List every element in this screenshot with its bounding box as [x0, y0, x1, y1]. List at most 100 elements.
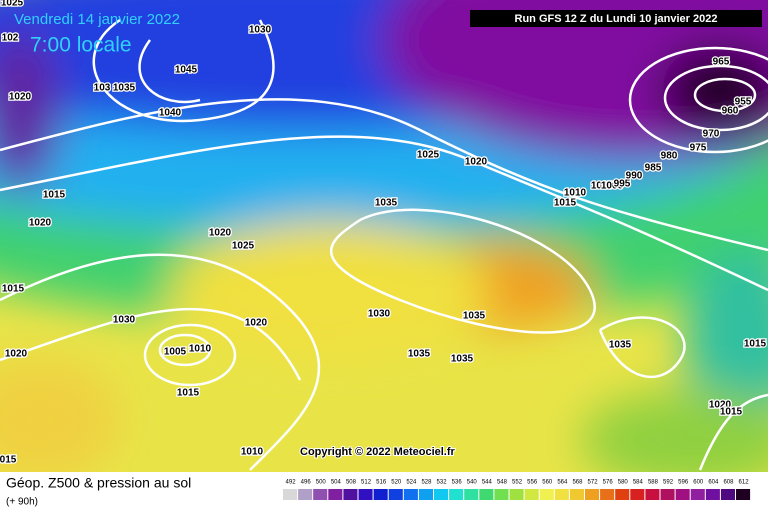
legend-label: 500: [316, 480, 327, 486]
legend-label: 548: [497, 480, 508, 486]
legend-label: 564: [557, 480, 568, 486]
legend-swatch: [675, 489, 690, 500]
isobar-label: 1030: [113, 315, 136, 326]
footer-title: Géop. Z500 & pression au sol: [6, 475, 191, 491]
legend-swatch: [434, 489, 449, 500]
isobar-label: 1005: [591, 181, 614, 192]
legend-label: 568: [572, 480, 583, 486]
legend-swatch: [539, 489, 554, 500]
date: Vendredi 14 janvier 2022: [14, 11, 180, 28]
time: 7:00 locale: [30, 34, 132, 57]
isobar-label: 1030: [249, 25, 272, 36]
legend-label: 576: [603, 480, 614, 486]
isobar-label: 1030: [368, 309, 391, 320]
legend-swatch: [328, 489, 343, 500]
legend-swatch: [449, 489, 464, 500]
isobar-label: 1045: [175, 65, 198, 76]
legend-swatch: [569, 489, 584, 500]
legend-label: 612: [739, 480, 750, 486]
isobar-label: 1035: [113, 83, 136, 94]
legend-label: 560: [542, 480, 553, 486]
legend-label: 604: [708, 480, 719, 486]
isobar-label: 975: [690, 143, 707, 154]
legend-swatch: [736, 489, 751, 500]
legend-swatch: [403, 489, 418, 500]
isobar-label: 1015: [554, 198, 577, 209]
legend-label: 536: [452, 480, 463, 486]
copyright: Copyright © 2022 Meteociel.fr: [300, 446, 456, 458]
legend-swatch: [343, 489, 358, 500]
isobar-label: 980: [661, 151, 678, 162]
legend-label: 496: [301, 480, 312, 486]
isobar-label: 1020: [465, 157, 488, 168]
isobar-label: 1025: [417, 150, 440, 161]
isobar-label: 1025: [1, 0, 24, 9]
legend-label: 556: [527, 480, 538, 486]
isobar-label: 1015: [2, 284, 25, 295]
legend-swatch: [313, 489, 328, 500]
legend-swatch: [690, 489, 705, 500]
isobar-label: 1020: [5, 349, 28, 360]
legend-label: 596: [678, 480, 689, 486]
legend-label: 504: [331, 480, 342, 486]
isobar-label: 965: [713, 57, 730, 68]
isobar-label: 103: [94, 83, 111, 94]
legend-swatch: [388, 489, 403, 500]
isobar-label: 1000: [601, 181, 624, 192]
isobar-label: 1015: [744, 339, 767, 350]
legend-label: 600: [693, 480, 704, 486]
isobar-label: 1035: [609, 340, 632, 351]
legend-label: 528: [421, 480, 432, 486]
isobars: [0, 18, 768, 471]
isobar-label: 1015: [43, 190, 66, 201]
legend-swatch: [660, 489, 675, 500]
legend-label: 580: [618, 480, 629, 486]
isobar-label: 1035: [375, 198, 398, 209]
isobar-label: 102: [2, 33, 19, 44]
isobar-label: 960: [722, 106, 739, 117]
legend-swatch: [464, 489, 479, 500]
isobar-label: 1035: [463, 311, 486, 322]
legend-swatch: [705, 489, 720, 500]
isobar-label: 1015: [177, 388, 200, 399]
isobar-label: 955: [735, 97, 752, 108]
legend-label: 608: [723, 480, 734, 486]
run-info: Run GFS 12 Z du Lundi 10 janvier 2022: [515, 13, 718, 25]
isobar-label: 985: [645, 163, 662, 174]
isobar-label: 990: [626, 171, 643, 182]
isobar-label: 1020: [245, 318, 268, 329]
isobar-label: 1035: [451, 354, 474, 365]
legend-swatch: [418, 489, 433, 500]
legend-swatch: [358, 489, 373, 500]
isobar-label: 995: [614, 179, 631, 190]
legend-swatch: [373, 489, 388, 500]
legend-swatch: [298, 489, 313, 500]
isobar-label: 1035: [408, 349, 431, 360]
legend-swatch: [600, 489, 615, 500]
legend-swatch: [509, 489, 524, 500]
isobar-label: 1025: [232, 241, 255, 252]
isobar-label: 1015: [720, 407, 743, 418]
legend-label: 524: [406, 480, 417, 486]
legend-label: 588: [648, 480, 659, 486]
footer-lead: (+ 90h): [6, 497, 38, 508]
legend-label: 584: [633, 480, 644, 486]
field: [0, 0, 768, 490]
legend-label: 572: [588, 480, 599, 486]
legend-label: 544: [482, 480, 493, 486]
legend-label: 508: [346, 480, 357, 486]
legend-swatch: [645, 489, 660, 500]
isobar-label: 1010: [189, 344, 212, 355]
isobar-label: 1040: [159, 108, 182, 119]
legend-swatch: [524, 489, 539, 500]
legend-label: 520: [391, 480, 402, 486]
legend-label: 532: [437, 480, 448, 486]
isobar-label: 1020: [709, 400, 732, 411]
legend-swatch: [630, 489, 645, 500]
run-box: [470, 10, 762, 27]
isobar-label: 970: [703, 129, 720, 140]
legend-swatch: [720, 489, 735, 500]
legend-swatch: [479, 489, 494, 500]
legend-swatch: [615, 489, 630, 500]
legend-swatch: [283, 489, 298, 500]
